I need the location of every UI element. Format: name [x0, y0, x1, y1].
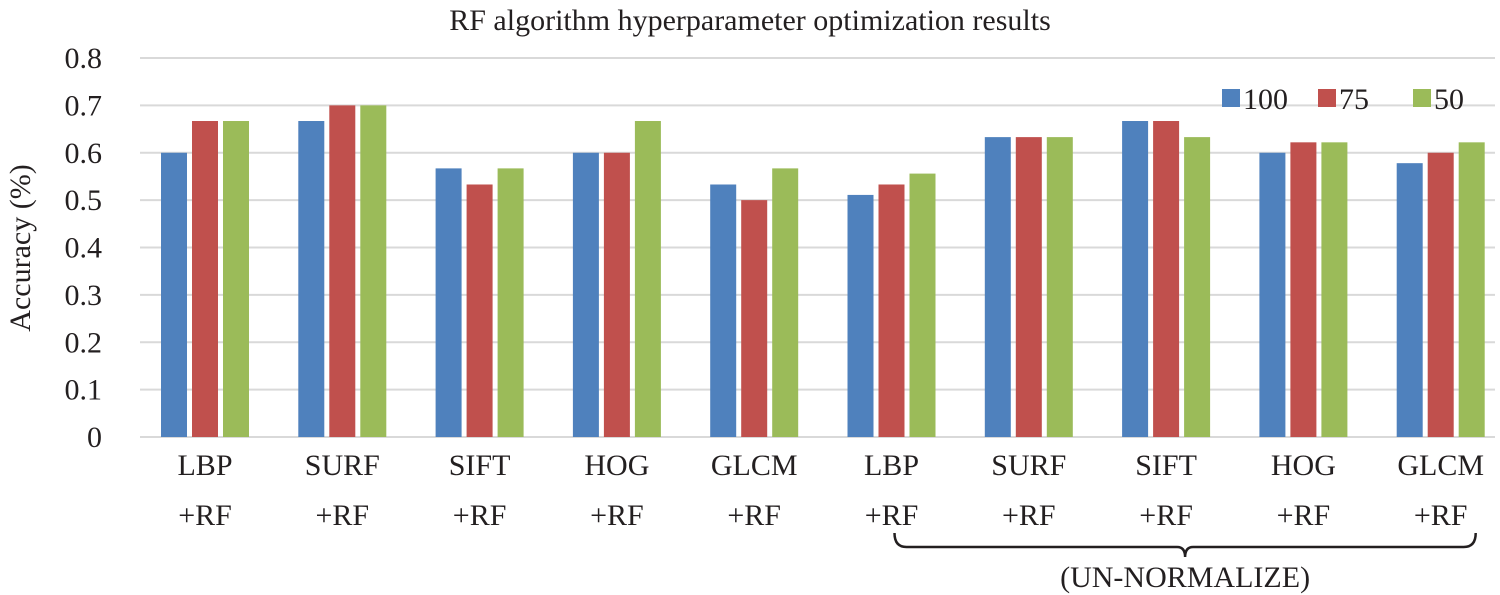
x-category-label: +RF	[1414, 499, 1468, 532]
chart-title: RF algorithm hyperparameter optimization…	[449, 4, 1051, 37]
bar	[710, 184, 737, 437]
legend-label: 50	[1434, 83, 1464, 116]
bar	[1396, 163, 1423, 438]
x-category-label: +RF	[1002, 499, 1056, 532]
x-category-label: LBP	[177, 449, 232, 482]
bar	[497, 168, 524, 438]
x-category-label: SURF	[305, 449, 380, 482]
bar	[466, 184, 493, 437]
bars	[161, 105, 1485, 438]
y-tick-label: 0.7	[65, 89, 103, 122]
bar	[572, 152, 599, 437]
bar	[634, 121, 661, 437]
x-category-label: HOG	[1271, 449, 1336, 482]
x-category-label: +RF	[1139, 499, 1193, 532]
x-category-label: LBP	[864, 449, 919, 482]
bar	[329, 105, 356, 437]
legend-swatch	[1413, 89, 1431, 107]
y-tick-label: 0.3	[65, 279, 103, 312]
bar	[1046, 137, 1073, 437]
bar	[298, 121, 325, 437]
x-category-label: SIFT	[1135, 449, 1197, 482]
x-category-label: +RF	[453, 499, 507, 532]
legend-label: 100	[1243, 83, 1288, 116]
legend-swatch	[1222, 89, 1240, 107]
annotation-label: (UN-NORMALIZE)	[1060, 561, 1310, 594]
x-category-label: +RF	[1277, 499, 1331, 532]
y-tick-label: 0.6	[65, 137, 103, 170]
x-category-label: +RF	[315, 499, 369, 532]
y-tick-label: 0.2	[65, 326, 103, 359]
legend-label: 75	[1339, 83, 1369, 116]
bar	[909, 173, 936, 437]
y-axis-ticks: 0 0.1 0.2 0.3 0.4 0.5 0.6 0.7 0.8	[65, 42, 103, 454]
bar	[1290, 142, 1317, 437]
bar	[1427, 152, 1454, 437]
bar	[603, 152, 630, 437]
legend-swatch	[1318, 89, 1336, 107]
bar	[772, 168, 799, 438]
bar	[1321, 142, 1348, 437]
x-category-label: +RF	[590, 499, 644, 532]
y-tick-label: 0.1	[65, 374, 103, 407]
y-axis-label: Accuracy (%)	[4, 164, 37, 331]
bar	[360, 105, 387, 437]
x-category-label: SIFT	[449, 449, 511, 482]
legend: 100 75 50	[1222, 83, 1464, 116]
x-category-label: SURF	[991, 449, 1066, 482]
x-category-label: GLCM	[711, 449, 798, 482]
bar	[847, 194, 874, 437]
bar	[435, 168, 462, 438]
bar	[161, 152, 187, 437]
bar	[1122, 121, 1149, 437]
x-category-label: +RF	[727, 499, 781, 532]
bar	[741, 200, 768, 437]
bar	[878, 184, 905, 437]
y-tick-label: 0.5	[65, 184, 103, 217]
annotation-bracket	[893, 532, 1477, 558]
y-tick-label: 0	[87, 421, 102, 454]
bar	[1184, 137, 1211, 437]
group-annotation: (UN-NORMALIZE)	[893, 532, 1477, 594]
x-category-label: GLCM	[1397, 449, 1484, 482]
bar	[984, 137, 1011, 437]
bar	[192, 121, 218, 437]
x-axis-categories: LBP +RF SURF +RF SIFT +RF HOG +RF GLCM +RF LBP +RF S…	[177, 449, 1484, 532]
y-tick-label: 0.4	[65, 232, 103, 265]
bar	[1015, 137, 1042, 437]
x-category-label: +RF	[178, 499, 232, 532]
y-tick-label: 0.8	[65, 42, 103, 75]
x-category-label: HOG	[584, 449, 649, 482]
x-category-label: +RF	[865, 499, 919, 532]
bar	[1153, 121, 1180, 437]
bar	[223, 121, 249, 437]
bar	[1259, 152, 1286, 437]
bar	[1458, 142, 1485, 437]
